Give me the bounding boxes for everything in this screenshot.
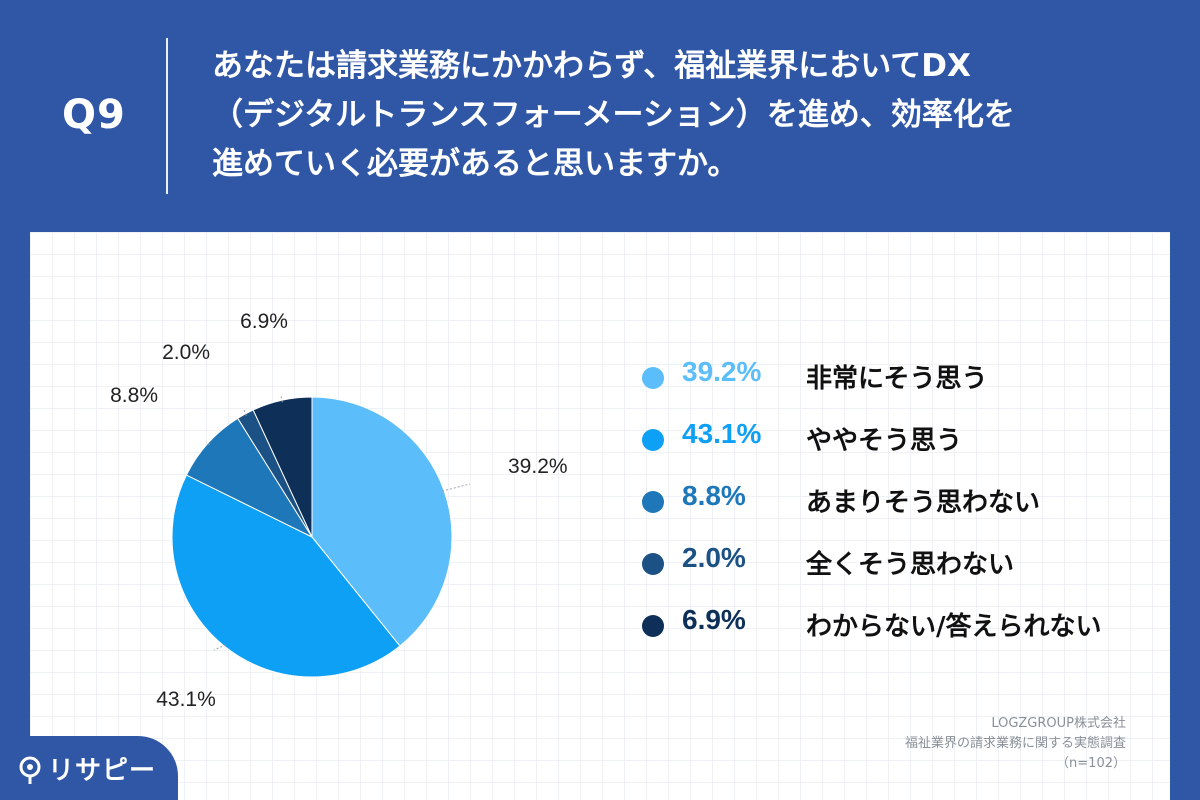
legend-value: 39.2% bbox=[682, 356, 762, 387]
legend-label: ややそう思う bbox=[806, 426, 963, 456]
slice-value-label: 6.9% bbox=[240, 310, 288, 333]
legend-dot bbox=[642, 491, 664, 513]
legend-value: 6.9% bbox=[682, 604, 746, 635]
slice-value-label: 8.8% bbox=[110, 384, 158, 407]
slice-value-label: 2.0% bbox=[162, 341, 210, 364]
legend-label: わからない/答えられない bbox=[806, 612, 1102, 642]
slice-value-label: 43.1% bbox=[156, 688, 216, 711]
source-company: LOGZGROUP株式会社 bbox=[991, 716, 1126, 731]
legend-dot bbox=[642, 553, 664, 575]
leader-line bbox=[205, 441, 210, 445]
legend-dot bbox=[642, 429, 664, 451]
legend-label: あまりそう思わない bbox=[806, 488, 1041, 518]
legend-label: 全くそう思わない bbox=[806, 550, 1015, 580]
question-line: 進めていく必要があると思いますか。 bbox=[212, 146, 739, 182]
chart-panel: 39.2% 43.1% 8.8% 2.0% 6.9% 39.2% 非常にそう思う 43.… bbox=[30, 232, 1170, 800]
pie-slice bbox=[171, 474, 401, 678]
legend-value: 2.0% bbox=[682, 542, 746, 573]
question-line: あなたは請求業務にかかわらず、福祉業界においてDX bbox=[212, 48, 971, 84]
source-survey: 福祉業界の請求業務に関する実態調査 bbox=[904, 736, 1126, 751]
leader-line bbox=[442, 483, 471, 492]
leader-line bbox=[280, 395, 283, 403]
header-divider bbox=[166, 38, 168, 194]
header: Q9 あなたは請求業務にかかわらず、福祉業界においてDX （デジタルトランスフォ… bbox=[0, 0, 1200, 230]
brand-logo: リサピー bbox=[0, 736, 178, 800]
legend-dot bbox=[642, 615, 664, 637]
leader-line bbox=[243, 409, 247, 416]
leader-line bbox=[213, 644, 226, 651]
legend-dot bbox=[642, 367, 664, 389]
pin-icon bbox=[19, 756, 41, 784]
legend-value: 43.1% bbox=[682, 418, 762, 449]
brand-logo-text: リサピー bbox=[48, 756, 157, 786]
slice-value-label: 39.2% bbox=[508, 455, 568, 478]
legend-value: 8.8% bbox=[682, 480, 746, 511]
source-note: LOGZGROUP株式会社 福祉業界の請求業務に関する実態調査 （n=102） bbox=[905, 714, 1126, 774]
pie-chart: 39.2% 43.1% 8.8%2.0% 6.9% bbox=[110, 310, 568, 711]
source-n: （n=102） bbox=[1056, 756, 1126, 771]
question-number: Q9 bbox=[62, 92, 126, 138]
legend-label: 非常にそう思う bbox=[806, 364, 988, 394]
question-line: （デジタルトランスフォーメーション）を進め、効率化を bbox=[212, 97, 1015, 133]
question-text: あなたは請求業務にかかわらず、福祉業界においてDX （デジタルトランスフォーメー… bbox=[212, 42, 1172, 189]
